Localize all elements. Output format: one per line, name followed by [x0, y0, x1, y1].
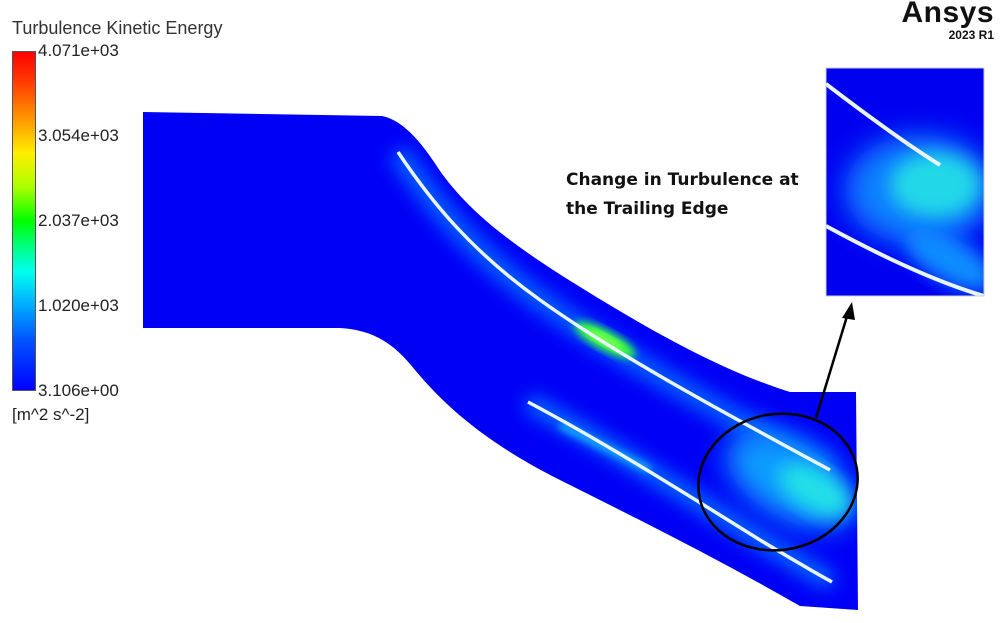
legend-tick-3: 3.054e+03 — [38, 126, 119, 145]
lower-blade — [527, 400, 833, 584]
legend-colorbar — [12, 51, 36, 391]
ansys-logo: Ansys 2023 R1 — [901, 0, 994, 42]
trailing-edge-highlight — [697, 412, 859, 552]
legend-units: [m^2 s^-2] — [12, 405, 90, 424]
upper-blade — [396, 151, 831, 472]
annotation-arrow — [814, 312, 850, 419]
annotation-text: Change in Turbulence at the Trailing Edg… — [566, 166, 816, 224]
brand-version: 2023 R1 — [948, 28, 994, 42]
annotation-line-2: the Trailing Edge — [566, 199, 729, 219]
brand-name: Ansys — [901, 0, 994, 29]
zoom-inset — [826, 68, 984, 296]
legend-tick-2: 2.037e+03 — [38, 211, 119, 230]
legend-title: Turbulence Kinetic Energy — [12, 18, 223, 38]
legend-tick-max: 4.071e+03 — [38, 41, 119, 60]
arrow-head — [842, 302, 855, 320]
legend-tick-1: 1.020e+03 — [38, 296, 119, 315]
legend-tick-min: 3.106e+00 — [38, 381, 119, 400]
annotation-line-1: Change in Turbulence at — [566, 170, 799, 190]
